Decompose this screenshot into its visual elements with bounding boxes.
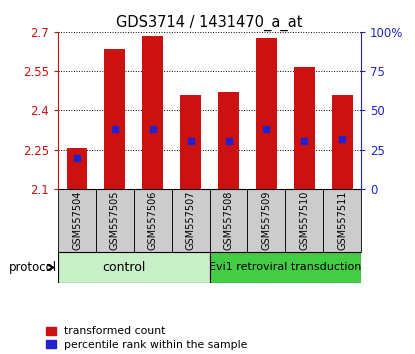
Bar <box>218 92 239 189</box>
Text: GSM557509: GSM557509 <box>261 191 271 250</box>
Text: GSM557510: GSM557510 <box>299 191 309 250</box>
Bar <box>67 148 88 189</box>
FancyBboxPatch shape <box>96 189 134 252</box>
Bar <box>294 67 315 189</box>
FancyBboxPatch shape <box>58 252 210 283</box>
Text: GSM557511: GSM557511 <box>337 191 347 250</box>
Text: GSM557504: GSM557504 <box>72 191 82 250</box>
FancyBboxPatch shape <box>323 189 361 252</box>
FancyBboxPatch shape <box>172 189 210 252</box>
Bar <box>332 95 352 189</box>
FancyBboxPatch shape <box>210 189 247 252</box>
Text: protocol: protocol <box>9 261 57 274</box>
Title: GDS3714 / 1431470_a_at: GDS3714 / 1431470_a_at <box>116 14 303 30</box>
Text: GSM557506: GSM557506 <box>148 191 158 250</box>
Bar <box>142 36 163 189</box>
Text: Evi1 retroviral transduction: Evi1 retroviral transduction <box>209 263 361 273</box>
FancyBboxPatch shape <box>210 252 361 283</box>
FancyBboxPatch shape <box>58 189 96 252</box>
Text: GSM557507: GSM557507 <box>186 190 195 250</box>
Text: control: control <box>103 261 146 274</box>
Text: GSM557505: GSM557505 <box>110 190 120 250</box>
Bar <box>105 49 125 189</box>
Bar <box>256 38 277 189</box>
Legend: transformed count, percentile rank within the sample: transformed count, percentile rank withi… <box>42 322 252 354</box>
Bar <box>180 95 201 189</box>
FancyBboxPatch shape <box>247 189 286 252</box>
FancyBboxPatch shape <box>134 189 172 252</box>
Text: GSM557508: GSM557508 <box>224 191 234 250</box>
FancyBboxPatch shape <box>286 189 323 252</box>
